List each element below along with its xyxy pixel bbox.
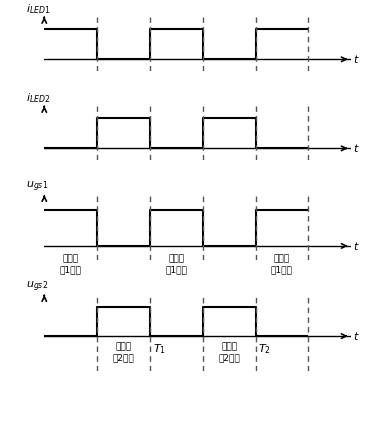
Text: 驱动电
源2工作: 驱动电 源2工作	[218, 343, 240, 362]
Text: $t$: $t$	[353, 53, 360, 65]
Text: 驱动电
源1工作: 驱动电 源1工作	[60, 254, 82, 274]
Text: 驱动电
源2工作: 驱动电 源2工作	[113, 343, 134, 362]
Text: $i_{LED1}$: $i_{LED1}$	[26, 3, 51, 16]
Text: $T_2$: $T_2$	[258, 343, 271, 356]
Text: $t$: $t$	[353, 142, 360, 154]
Text: $u_{gs2}$: $u_{gs2}$	[26, 280, 48, 295]
Text: 驱动电
源1工作: 驱动电 源1工作	[165, 254, 187, 274]
Text: $t$: $t$	[353, 330, 360, 342]
Text: $i_{LED2}$: $i_{LED2}$	[26, 92, 50, 106]
Text: $u_{gs1}$: $u_{gs1}$	[26, 180, 48, 194]
Text: $t$: $t$	[353, 240, 360, 252]
Text: 驱动电
源1工作: 驱动电 源1工作	[271, 254, 293, 274]
Text: $T_1$: $T_1$	[152, 343, 166, 356]
